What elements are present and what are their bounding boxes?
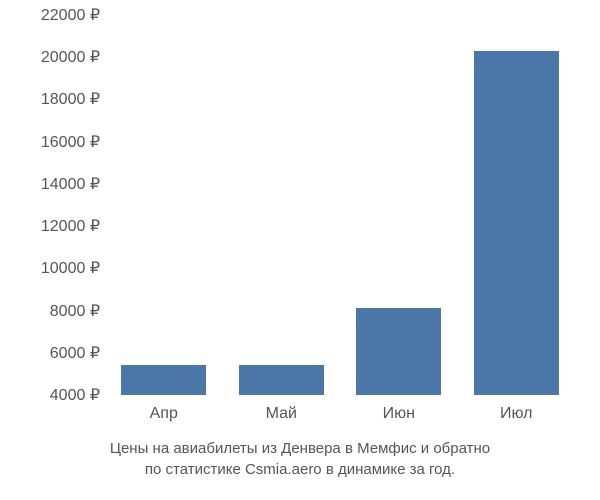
bar	[239, 365, 324, 395]
y-tick-label: 6000 ₽	[50, 343, 100, 363]
y-tick-label: 10000 ₽	[41, 258, 100, 278]
bar	[121, 365, 206, 395]
bar	[356, 308, 441, 395]
chart-container: Цены на авиабилеты из Денвера в Мемфис и…	[0, 0, 600, 500]
caption-line-2: по статистике Csmia.aero в динамике за г…	[0, 459, 600, 480]
y-tick-label: 4000 ₽	[50, 385, 100, 405]
y-tick-label: 12000 ₽	[41, 216, 100, 236]
chart-caption: Цены на авиабилеты из Денвера в Мемфис и…	[0, 438, 600, 480]
y-tick-label: 16000 ₽	[41, 132, 100, 152]
x-tick-label: Июн	[383, 405, 415, 423]
caption-line-1: Цены на авиабилеты из Денвера в Мемфис и…	[0, 438, 600, 459]
y-tick-label: 22000 ₽	[41, 5, 100, 25]
x-tick-label: Май	[266, 405, 297, 423]
y-tick-label: 20000 ₽	[41, 47, 100, 67]
y-tick-label: 8000 ₽	[50, 301, 100, 321]
y-tick-label: 14000 ₽	[41, 174, 100, 194]
x-tick-label: Апр	[150, 405, 178, 423]
bar	[474, 51, 559, 395]
x-tick-label: Июл	[500, 405, 532, 423]
y-tick-label: 18000 ₽	[41, 89, 100, 109]
